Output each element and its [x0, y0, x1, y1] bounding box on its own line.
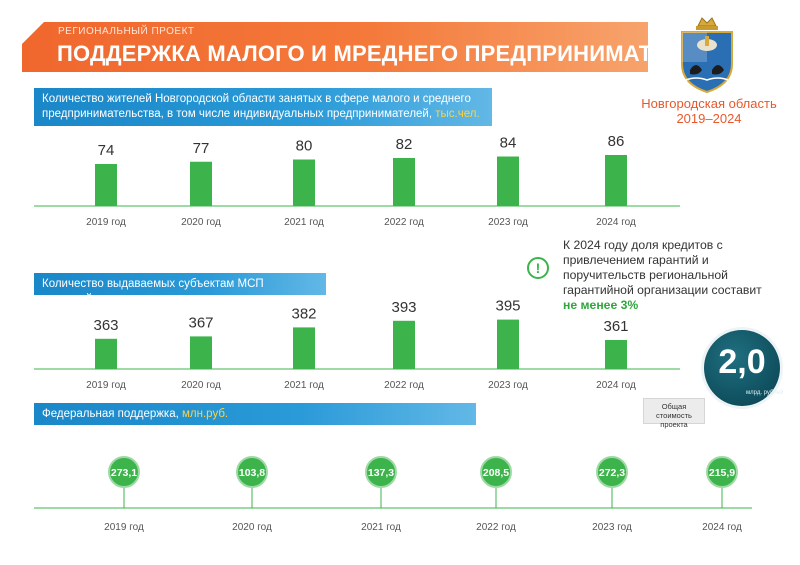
chart2-tick-label: 2021 год: [284, 380, 324, 391]
section1-header: Количество жителей Новгородской области …: [34, 88, 492, 126]
chart3-value-label: 103,8: [239, 467, 265, 479]
chart2-bar: [95, 338, 117, 369]
section2-header: Количество выдаваемых субъектам МСП микр…: [34, 273, 326, 305]
chart3-tick-label: 2020 год: [232, 522, 272, 533]
chart2-tick-label: 2024 год: [596, 380, 636, 391]
banner-notch: [22, 22, 44, 44]
chart2-bar: [293, 327, 315, 369]
chart1-value-label: 86: [608, 133, 625, 150]
region-name: Новгородская область 2019–2024: [640, 96, 778, 126]
chart1-tick-label: 2019 год: [86, 217, 126, 228]
chart3-tick-label: 2021 год: [361, 522, 401, 533]
chart2-value-label: 363: [93, 317, 118, 334]
note: К 2024 году доля кредитов с привлечением…: [563, 238, 783, 313]
chart2-tick-label: 2022 год: [384, 380, 424, 391]
chart2-value-label: 393: [391, 299, 416, 316]
chart2-bar: [190, 336, 212, 369]
section2-label: Количество выдаваемых субъектам МСП микр…: [42, 278, 264, 305]
chart1-bar: [497, 156, 519, 206]
note-text: К 2024 году доля кредитов с привлечением…: [563, 238, 762, 297]
chart3-value-label: 215,9: [709, 467, 735, 479]
chart1-bar: [393, 158, 415, 206]
chart2-bar: [497, 319, 519, 369]
chart3-marker: [480, 456, 512, 488]
chart2-value-label: 361: [603, 318, 628, 335]
chart2-tick-label: 2019 год: [86, 380, 126, 391]
chart3-tick-label: 2024 год: [702, 522, 742, 533]
chart2-tick-label: 2023 год: [488, 380, 528, 391]
chart1-bar: [95, 164, 117, 206]
chart2-value-label: 367: [188, 314, 213, 331]
total-circle: [704, 330, 780, 406]
chart3-value-label: 273,1: [111, 467, 137, 479]
chart1-tick-label: 2024 год: [596, 217, 636, 228]
region-name-text: Новгородская область: [641, 96, 777, 111]
section3-header: Федеральная поддержка, млн.руб.: [34, 403, 476, 425]
chart1-value-label: 77: [193, 140, 210, 157]
page-title: ПОДДЕРЖКА МАЛОГО И МРЕДНЕГО ПРЕДПРИНИМАТ…: [57, 41, 759, 66]
total-value: 2,0: [718, 343, 766, 381]
header-banner: [22, 22, 648, 72]
chart1-value-label: 84: [500, 135, 517, 152]
chart1-value-label: 74: [98, 142, 115, 159]
chart3-marker: [596, 456, 628, 488]
chart1-tick-label: 2020 год: [181, 217, 221, 228]
chart3-marker: [706, 456, 738, 488]
chart3-tick-label: 2022 год: [476, 522, 516, 533]
chart3-value-label: 208,5: [483, 467, 509, 479]
chart3-marker: [236, 456, 268, 488]
total-caption: Общая стоимость проекта: [643, 398, 705, 429]
chart1-tick-label: 2023 год: [488, 217, 528, 228]
banner-kicker: РЕГИОНАЛЬНЫЙ ПРОЕКТ: [58, 26, 195, 37]
chart2-value-label: 382: [291, 305, 316, 322]
total-unit: млрд. рублей: [746, 390, 784, 396]
chart2-value-label: 395: [495, 298, 520, 315]
chart1-value-label: 82: [396, 136, 413, 153]
chart1-tick-label: 2021 год: [284, 217, 324, 228]
region-years: 2019–2024: [676, 111, 742, 126]
region-emblem-icon: [681, 17, 733, 94]
chart2-bar: [393, 320, 415, 369]
chart1-bar: [293, 159, 315, 206]
chart3-marker: [108, 456, 140, 488]
chart1-bar: [190, 161, 212, 206]
chart1-value-label: 80: [296, 138, 313, 155]
exclamation-icon: !: [527, 257, 549, 279]
chart1-bar: [605, 155, 627, 206]
section1-label: Количество жителей Новгородской области …: [42, 93, 471, 120]
chart3-tick-label: 2023 год: [592, 522, 632, 533]
chart1-tick-label: 2022 год: [384, 217, 424, 228]
chart2-tick-label: 2020 год: [181, 380, 221, 391]
chart3-value-label: 137,3: [368, 467, 394, 479]
chart3-tick-label: 2019 год: [104, 522, 144, 533]
section1-unit: тыс.чел.: [435, 108, 480, 120]
chart3-value-label: 272,3: [599, 467, 625, 479]
chart2-bar: [605, 340, 627, 369]
note-highlight: не менее 3%: [563, 298, 639, 312]
section3-unit: млн.руб.: [182, 408, 229, 420]
section3-label: Федеральная поддержка,: [42, 408, 179, 420]
chart3-marker: [365, 456, 397, 488]
